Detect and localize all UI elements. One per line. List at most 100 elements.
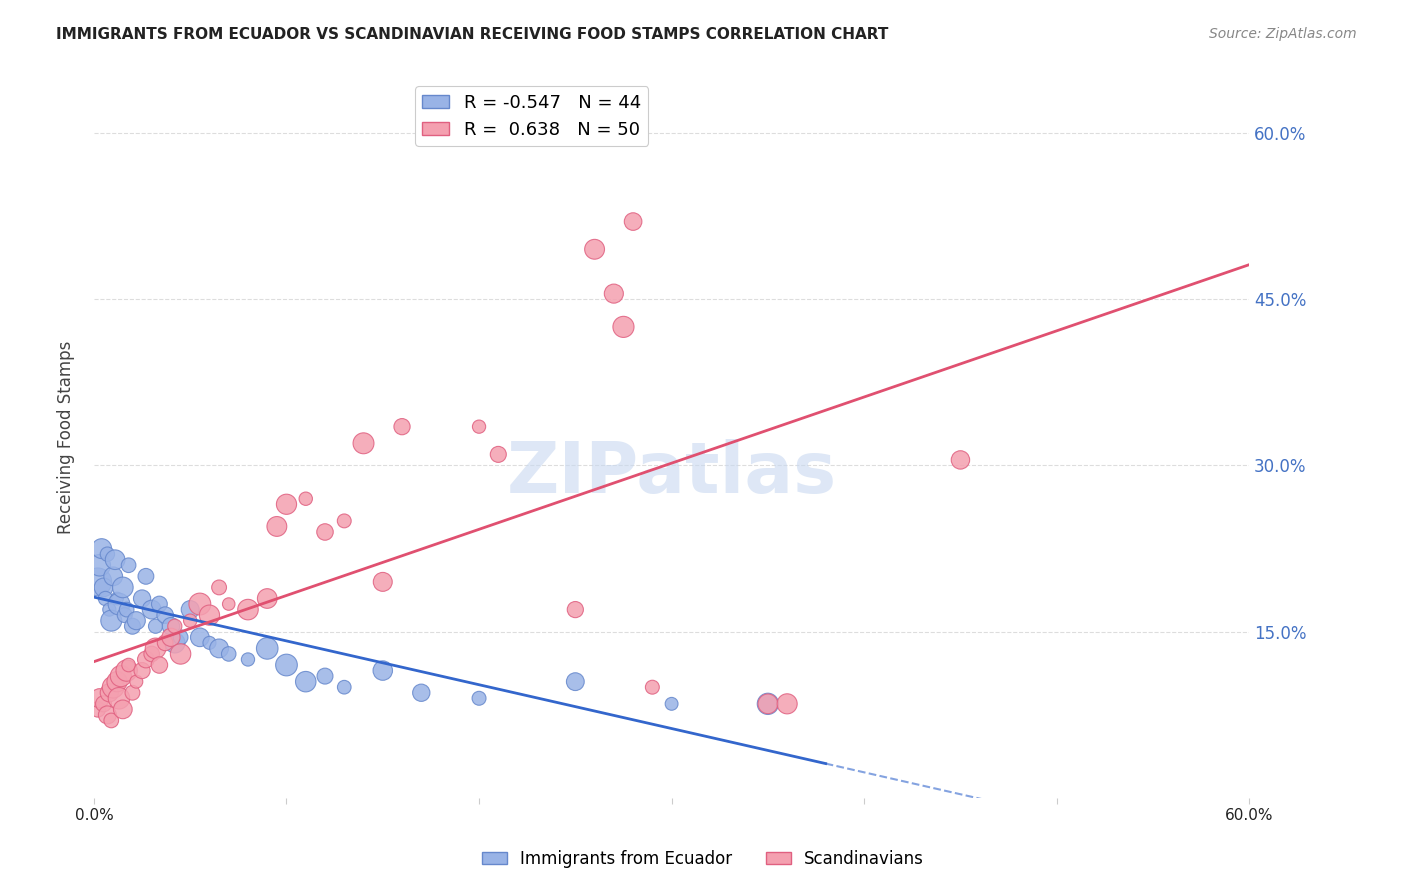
Point: [98, 602, 121, 616]
Point: [108, 691, 131, 706]
Point: [612, 319, 634, 334]
Point: [160, 630, 183, 644]
Point: [371, 574, 394, 589]
Text: IMMIGRANTS FROM ECUADOR VS SCANDINAVIAN RECEIVING FOOD STAMPS CORRELATION CHART: IMMIGRANTS FROM ECUADOR VS SCANDINAVIAN …: [56, 27, 889, 42]
Point: [105, 591, 128, 606]
Point: [468, 419, 491, 434]
Point: [100, 614, 122, 628]
Point: [141, 647, 163, 661]
Point: [179, 602, 201, 616]
Point: [96, 547, 118, 561]
Point: [121, 619, 143, 633]
Point: [89, 691, 111, 706]
Point: [314, 524, 336, 539]
Point: [117, 558, 139, 573]
Point: [104, 552, 127, 566]
Point: [153, 636, 176, 650]
Point: [333, 680, 356, 694]
Point: [564, 674, 586, 689]
Point: [103, 569, 125, 583]
Legend: Immigrants from Ecuador, Scandinavians: Immigrants from Ecuador, Scandinavians: [475, 844, 931, 875]
Point: [603, 286, 626, 301]
Point: [256, 591, 278, 606]
Point: [236, 652, 259, 666]
Point: [468, 691, 491, 706]
Point: [105, 674, 128, 689]
Point: [276, 497, 298, 511]
Point: [314, 669, 336, 683]
Point: [163, 619, 186, 633]
Point: [236, 602, 259, 616]
Point: [87, 702, 110, 716]
Point: [276, 658, 298, 673]
Point: [266, 519, 288, 533]
Point: [103, 680, 125, 694]
Point: [218, 647, 240, 661]
Point: [135, 569, 157, 583]
Y-axis label: Receiving Food Stamps: Receiving Food Stamps: [58, 341, 75, 534]
Point: [148, 658, 170, 673]
Point: [100, 714, 122, 728]
Point: [198, 608, 221, 623]
Point: [93, 697, 115, 711]
Point: [114, 608, 136, 623]
Text: Source: ZipAtlas.com: Source: ZipAtlas.com: [1209, 27, 1357, 41]
Point: [145, 619, 167, 633]
Point: [115, 664, 138, 678]
Point: [208, 581, 231, 595]
Point: [641, 680, 664, 694]
Point: [131, 591, 153, 606]
Point: [776, 697, 799, 711]
Point: [411, 686, 433, 700]
Legend: R = -0.547   N = 44, R =  0.638   N = 50: R = -0.547 N = 44, R = 0.638 N = 50: [415, 87, 648, 146]
Point: [160, 619, 183, 633]
Point: [169, 630, 191, 644]
Point: [333, 514, 356, 528]
Point: [169, 647, 191, 661]
Point: [98, 686, 121, 700]
Point: [486, 447, 509, 461]
Point: [110, 669, 132, 683]
Point: [125, 674, 148, 689]
Point: [135, 652, 157, 666]
Point: [371, 664, 394, 678]
Point: [111, 581, 134, 595]
Point: [94, 591, 117, 606]
Point: [756, 697, 779, 711]
Point: [115, 602, 138, 616]
Point: [188, 597, 211, 611]
Point: [256, 641, 278, 656]
Point: [145, 641, 167, 656]
Point: [621, 214, 644, 228]
Point: [125, 614, 148, 628]
Point: [949, 453, 972, 467]
Point: [108, 597, 131, 611]
Point: [131, 664, 153, 678]
Point: [294, 674, 316, 689]
Point: [153, 608, 176, 623]
Point: [583, 242, 606, 256]
Point: [353, 436, 375, 450]
Point: [188, 630, 211, 644]
Point: [90, 541, 112, 556]
Point: [148, 597, 170, 611]
Text: ZIPatlas: ZIPatlas: [506, 439, 837, 508]
Point: [756, 697, 779, 711]
Point: [87, 574, 110, 589]
Point: [294, 491, 316, 506]
Point: [121, 686, 143, 700]
Point: [89, 558, 111, 573]
Point: [117, 658, 139, 673]
Point: [391, 419, 413, 434]
Point: [218, 597, 240, 611]
Point: [96, 707, 118, 722]
Point: [208, 641, 231, 656]
Point: [93, 581, 115, 595]
Point: [111, 702, 134, 716]
Point: [198, 636, 221, 650]
Point: [564, 602, 586, 616]
Point: [163, 636, 186, 650]
Point: [179, 614, 201, 628]
Point: [661, 697, 683, 711]
Point: [141, 602, 163, 616]
